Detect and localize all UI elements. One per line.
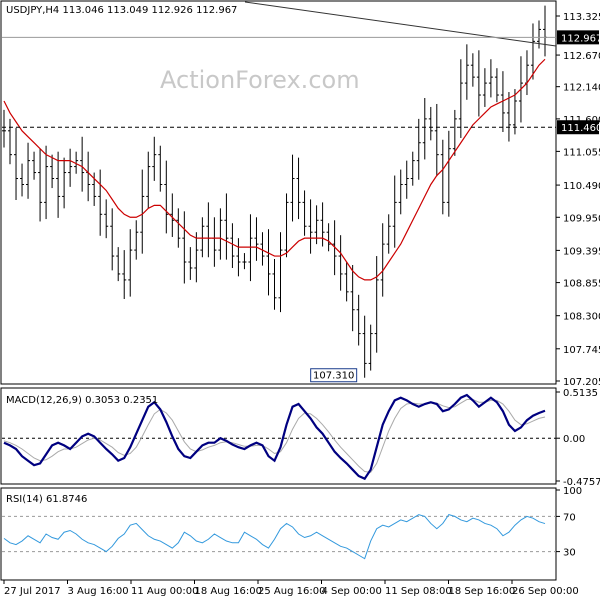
- price-panel-frame: [0, 0, 557, 385]
- price-series-layer: 107.310: [2, 1, 557, 383]
- price-axis-label: 108.855: [563, 279, 600, 290]
- rsi-axis-label: 100: [563, 486, 582, 497]
- time-axis-label: 3 Aug 16:00: [68, 586, 129, 597]
- macd-axis-label: 0.00: [563, 434, 585, 445]
- rsi-axis-label: 30: [563, 548, 576, 559]
- rsi-series-layer: [2, 514, 556, 560]
- price-axis-label: 112.140: [563, 83, 600, 94]
- rsi-line: [3, 514, 546, 560]
- current-price-label: 112.967: [561, 33, 600, 44]
- axis-layer: 113.325112.670112.140111.600111.055110.4…: [3, 12, 600, 597]
- watermark: ActionForex.com: [160, 66, 360, 94]
- macd-series-layer: [2, 393, 556, 481]
- current-price-badge: [557, 30, 599, 45]
- time-axis-label: 25 Aug 16:00: [258, 586, 325, 597]
- chart-title: USDJPY,H4 113.046 113.049 112.926 112.96…: [6, 5, 237, 16]
- price-axis-label: 111.055: [563, 147, 600, 158]
- price-axis-label: 110.490: [563, 181, 600, 192]
- support-badge: [557, 120, 599, 135]
- price-axis-label: 107.745: [563, 345, 600, 356]
- rsi-panel-frame: [0, 487, 557, 581]
- price-axis-label: 112.670: [563, 51, 600, 62]
- moving-average-line: [3, 58, 546, 281]
- trendline: [244, 1, 557, 47]
- price-axis-label: 109.950: [563, 213, 600, 224]
- macd-signal-line: [3, 399, 546, 473]
- rsi-label: RSI(14) 61.8746: [6, 494, 87, 505]
- price-axis-label: 108.300: [563, 312, 600, 323]
- time-axis-label: 11 Sep 08:00: [385, 586, 452, 597]
- macd-line: [3, 393, 546, 481]
- macd-axis-label: -0.4757: [563, 477, 600, 488]
- low-price-box: [310, 368, 358, 383]
- macd-axis-label: 0.5135: [563, 388, 598, 399]
- support-label: 111.460: [561, 123, 600, 134]
- time-axis-label: 4 Sep 00:00: [322, 586, 382, 597]
- time-axis-label: 18 Sep 16:00: [449, 586, 516, 597]
- time-axis-label: 27 Jul 2017: [4, 586, 61, 597]
- low-price-label: 107.310: [313, 371, 354, 382]
- time-axis-label: 18 Aug 16:00: [195, 586, 262, 597]
- time-axis-label: 11 Aug 00:00: [131, 586, 198, 597]
- price-axis-label: 113.325: [563, 12, 600, 23]
- price-axis-label: 109.395: [563, 246, 600, 257]
- price-axis-label: 107.205: [563, 377, 600, 388]
- macd-label: MACD(12,26,9) 0.3053 0.2351: [6, 395, 158, 406]
- rsi-axis-label: 70: [563, 512, 576, 523]
- time-axis-label: 26 Sep 00:00: [512, 586, 579, 597]
